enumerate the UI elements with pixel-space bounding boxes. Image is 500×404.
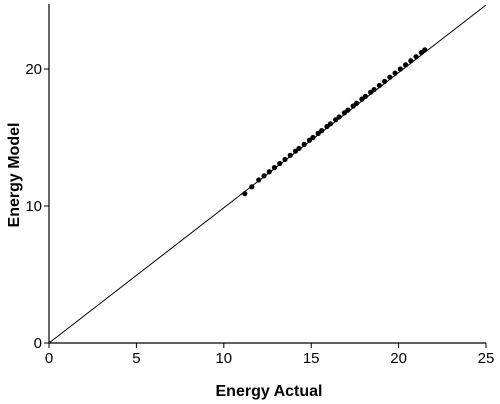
data-point xyxy=(354,100,360,106)
data-point xyxy=(282,156,288,163)
y-tick-label-0: 0 xyxy=(34,335,42,352)
data-point xyxy=(359,96,365,102)
y-axis-title: Energy Model xyxy=(6,123,23,228)
data-point xyxy=(376,82,382,89)
data-point xyxy=(345,107,351,113)
data-point xyxy=(327,121,334,127)
data-point xyxy=(310,134,316,141)
data-point xyxy=(422,47,428,53)
data-point xyxy=(402,62,409,68)
data-point xyxy=(371,86,377,93)
data-point xyxy=(266,169,272,175)
data-point xyxy=(350,103,356,109)
data-point xyxy=(362,93,368,99)
data-point xyxy=(271,165,278,171)
x-tick-label-0: 0 xyxy=(45,350,53,367)
y-tick-label-20: 20 xyxy=(25,61,42,78)
reference-line xyxy=(48,4,487,344)
x-tick-label-20: 20 xyxy=(390,350,407,367)
data-point xyxy=(242,191,248,197)
data-points xyxy=(242,47,428,197)
data-point xyxy=(368,89,374,95)
data-point xyxy=(292,148,299,154)
data-point xyxy=(413,54,419,60)
data-point xyxy=(387,74,393,80)
data-point xyxy=(256,177,262,183)
x-tick-label-25: 25 xyxy=(478,350,495,367)
ticks: 0 5 10 15 20 25 0 10 20 xyxy=(25,61,494,367)
data-point xyxy=(408,58,414,64)
axes xyxy=(48,4,486,344)
data-point xyxy=(418,49,424,56)
data-point xyxy=(306,137,313,143)
data-point xyxy=(319,128,325,134)
reference-line-group xyxy=(48,4,487,344)
data-point xyxy=(287,152,293,158)
data-point xyxy=(397,66,403,72)
x-tick-label-10: 10 xyxy=(215,350,232,367)
data-point xyxy=(296,145,302,152)
data-point xyxy=(315,130,321,136)
data-point xyxy=(324,123,330,130)
data-point xyxy=(333,117,339,123)
data-point xyxy=(341,110,348,116)
data-point xyxy=(336,114,342,120)
y-tick-label-10: 10 xyxy=(25,198,42,215)
data-point xyxy=(392,70,398,76)
data-point xyxy=(277,160,283,167)
data-point xyxy=(249,184,255,190)
data-point xyxy=(301,141,307,147)
data-point xyxy=(382,78,388,84)
data-point xyxy=(261,173,267,179)
x-axis-title: Energy Actual xyxy=(216,383,323,400)
x-tick-label-15: 15 xyxy=(303,350,320,367)
x-tick-label-5: 5 xyxy=(132,350,140,367)
